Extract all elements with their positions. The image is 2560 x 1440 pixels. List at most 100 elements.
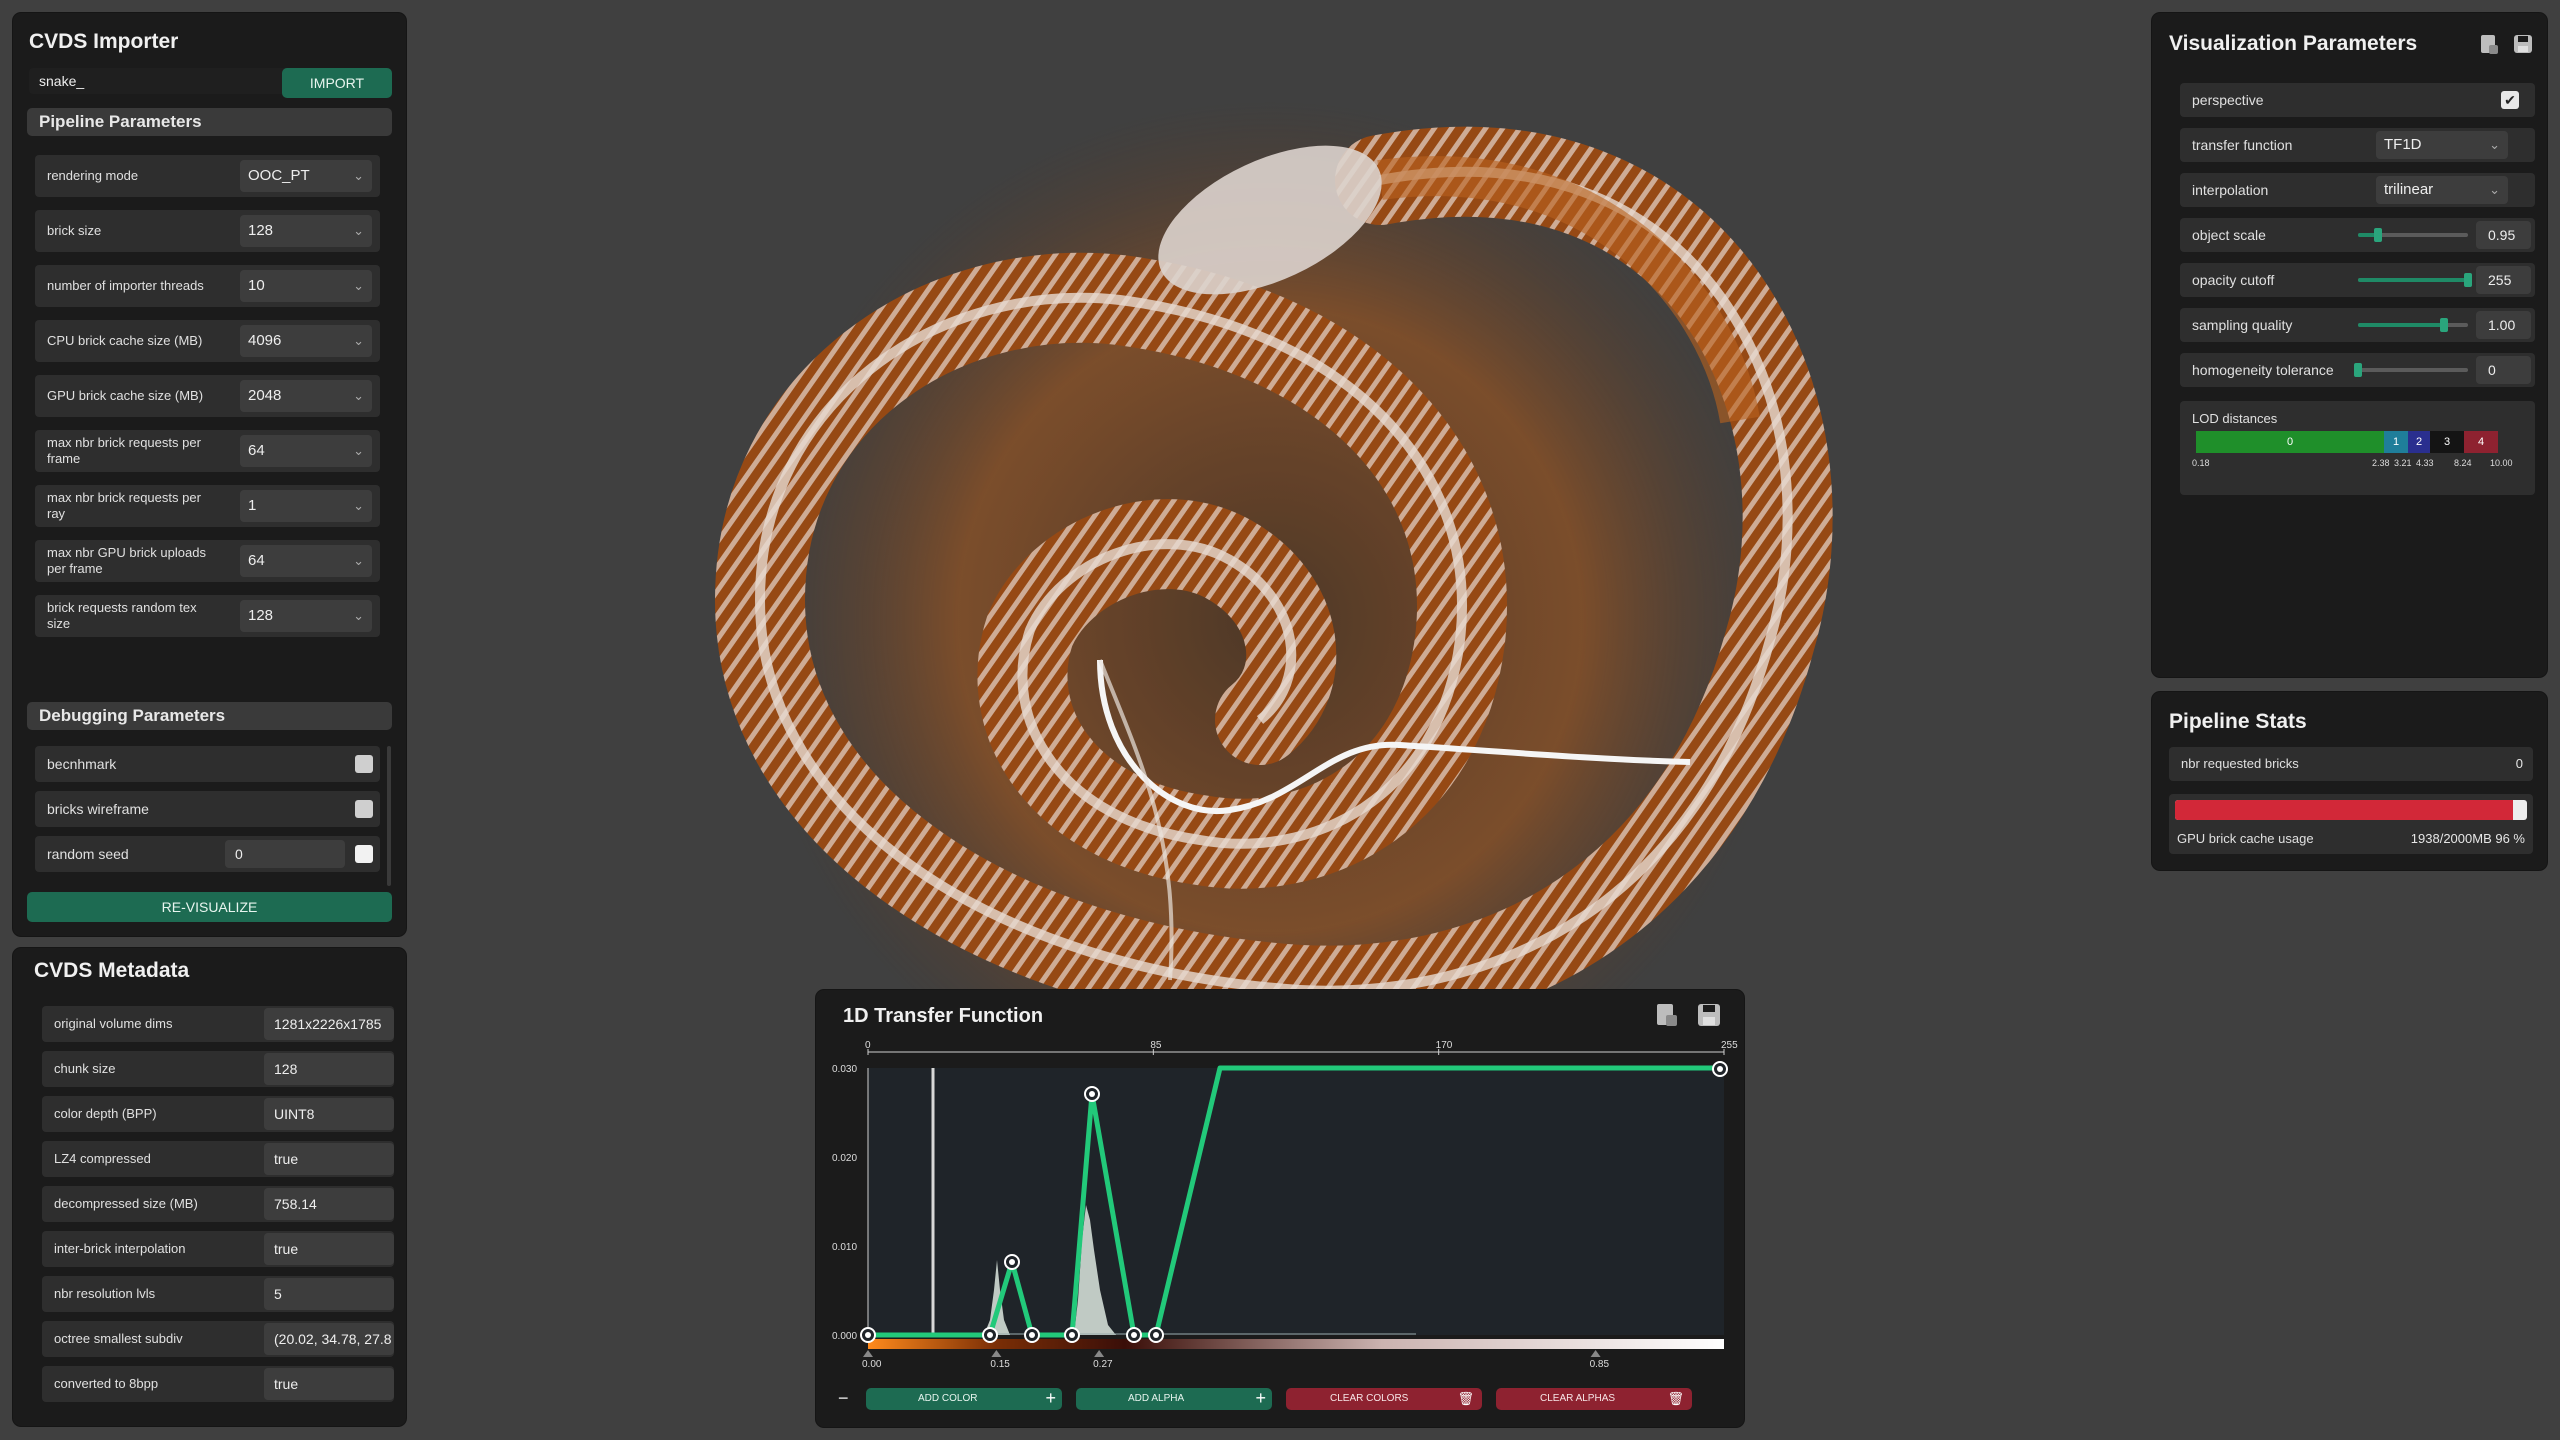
- load-tf-icon[interactable]: [1654, 1002, 1680, 1028]
- pipeline-param-select[interactable]: 10 ⌄: [240, 270, 372, 302]
- chevron-down-icon: ⌄: [353, 388, 364, 403]
- pipeline-param-value: 64: [248, 552, 265, 569]
- pipeline-param-select[interactable]: 2048 ⌄: [240, 380, 372, 412]
- slider-fill: [2358, 233, 2378, 237]
- interpolation-row: interpolation trilinear ⌄: [2180, 173, 2535, 207]
- random-seed-label: random seed: [47, 846, 129, 862]
- control-point-center: [1029, 1332, 1035, 1338]
- benchmark-checkbox[interactable]: [355, 755, 373, 773]
- metadata-row: color depth (BPP) UINT8: [42, 1096, 394, 1132]
- save-tf-icon[interactable]: [1696, 1002, 1722, 1028]
- requested-bricks-label: nbr requested bricks: [2181, 756, 2299, 771]
- pipeline-param-select[interactable]: 4096 ⌄: [240, 325, 372, 357]
- bricks-wireframe-label: bricks wireframe: [47, 801, 149, 817]
- slider-track[interactable]: [2358, 228, 2468, 242]
- lod-level-0[interactable]: 0: [2196, 431, 2384, 453]
- gpu-cache-bar-track: [2175, 800, 2527, 820]
- chevron-down-icon: ⌄: [353, 498, 364, 513]
- slider-handle[interactable]: [2354, 363, 2362, 377]
- pipeline-param-row: CPU brick cache size (MB) 4096 ⌄: [35, 320, 380, 362]
- slider-label: object scale: [2192, 227, 2266, 243]
- slider-value-input[interactable]: 255: [2476, 266, 2531, 294]
- pipeline-param-select[interactable]: 64 ⌄: [240, 435, 372, 467]
- y-tick-label: 0.010: [832, 1242, 857, 1253]
- metadata-list: original volume dims 1281x2226x1785 chunk …: [42, 1006, 394, 1416]
- trash-icon: 🗑: [1457, 1391, 1474, 1406]
- slider-label: opacity cutoff: [2192, 272, 2275, 288]
- lod-bar[interactable]: 0 1 2 3 4: [2196, 431, 2518, 453]
- slider-track[interactable]: [2358, 273, 2472, 287]
- add-color-button[interactable]: ADD COLOR +: [866, 1388, 1062, 1410]
- color-gradient-bar: [868, 1339, 1724, 1349]
- debug-scrollbar[interactable]: [387, 746, 391, 886]
- random-seed-checkbox[interactable]: [355, 845, 373, 863]
- debug-section-header[interactable]: Debugging Parameters: [27, 702, 392, 730]
- file-name-input[interactable]: snake_: [29, 68, 291, 94]
- pipeline-param-row: max nbr brick requests per ray 1 ⌄: [35, 485, 380, 527]
- metadata-value: (20.02, 34.78, 27.8: [264, 1323, 394, 1355]
- slider-value-input[interactable]: 0.95: [2476, 221, 2531, 249]
- transfer-function-select[interactable]: TF1D ⌄: [2376, 131, 2508, 159]
- slider-handle[interactable]: [2439, 318, 2448, 332]
- metadata-label: converted to 8bpp: [54, 1376, 159, 1391]
- pipeline-param-label: CPU brick cache size (MB): [47, 333, 203, 348]
- slider-track[interactable]: [2358, 318, 2468, 332]
- bricks-wireframe-checkbox[interactable]: [355, 800, 373, 818]
- slider-value-input[interactable]: 1.00: [2476, 311, 2531, 339]
- top-tick-label: 170: [1436, 1040, 1453, 1051]
- clear-alphas-button[interactable]: CLEAR ALPHAS 🗑: [1496, 1388, 1692, 1410]
- metadata-label: octree smallest subdiv: [54, 1331, 183, 1346]
- pipeline-param-select[interactable]: 128 ⌄: [240, 215, 372, 247]
- lod-level-4[interactable]: 4: [2464, 431, 2498, 453]
- gpu-cache-label: GPU brick cache usage: [2177, 831, 2314, 846]
- color-stop-marker: [1094, 1350, 1105, 1357]
- revisualize-button[interactable]: RE-VISUALIZE: [27, 892, 392, 922]
- metadata-value: 128: [264, 1053, 394, 1085]
- pipeline-param-row: brick requests random tex size 128 ⌄: [35, 595, 380, 637]
- pipeline-param-label: number of importer threads: [47, 278, 204, 293]
- save-icon[interactable]: [2512, 33, 2534, 55]
- pipeline-param-row: brick size 128 ⌄: [35, 210, 380, 252]
- opacity-curve: [868, 1065, 1724, 1338]
- pipeline-param-select[interactable]: OOC_PT ⌄: [240, 160, 372, 192]
- lod-level-1[interactable]: 1: [2384, 431, 2408, 453]
- interpolation-select[interactable]: trilinear ⌄: [2376, 176, 2508, 204]
- transfer-function-plot[interactable]: 0 85 170 255 0.030 0.020 0.010 0.000 0.00 0.15 0.2…: [816, 990, 1744, 1390]
- clear-alphas-label: CLEAR ALPHAS: [1540, 1393, 1616, 1404]
- slider-handle[interactable]: [2464, 273, 2472, 287]
- lod-level-3[interactable]: 3: [2430, 431, 2464, 453]
- metadata-row: nbr resolution lvls 5: [42, 1276, 394, 1312]
- gpu-cache-value: 1938/2000MB 96 %: [2410, 831, 2525, 846]
- pipeline-param-row: max nbr GPU brick uploads per frame 64 ⌄: [35, 540, 380, 582]
- histogram: [984, 1205, 1116, 1335]
- load-file-icon[interactable]: [2478, 33, 2500, 55]
- slider-track[interactable]: [2354, 363, 2468, 377]
- perspective-checkbox[interactable]: ✔: [2501, 91, 2519, 109]
- pipeline-params-list: rendering mode OOC_PT ⌄ brick size 128 ⌄ numbe…: [35, 155, 395, 655]
- snake-skeleton-image: [714, 100, 1833, 1140]
- pipeline-param-label: max nbr brick requests per frame: [47, 435, 201, 466]
- color-stop-marker: [863, 1350, 873, 1357]
- add-alpha-button[interactable]: ADD ALPHA +: [1076, 1388, 1272, 1410]
- metadata-label: LZ4 compressed: [54, 1151, 151, 1166]
- pipeline-param-select[interactable]: 1 ⌄: [240, 490, 372, 522]
- random-seed-input[interactable]: 0: [225, 840, 345, 868]
- lod-distances-box: LOD distances 0 1 2 3 4 0.18 2.38 3.21 4…: [2180, 401, 2535, 495]
- pipeline-param-label: max nbr GPU brick uploads per frame: [47, 545, 206, 576]
- remove-icon[interactable]: −: [838, 1388, 849, 1408]
- interpolation-label: interpolation: [2192, 182, 2269, 198]
- slider-value-input[interactable]: 0: [2476, 356, 2531, 384]
- chevron-down-icon: ⌄: [2489, 182, 2500, 197]
- gpu-cache-bar-fill: [2175, 800, 2513, 820]
- import-button[interactable]: IMPORT: [282, 68, 392, 98]
- slider-handle[interactable]: [2373, 228, 2382, 242]
- metadata-value: 758.14: [264, 1188, 394, 1220]
- pipeline-section-header[interactable]: Pipeline Parameters: [27, 108, 392, 136]
- clear-colors-button[interactable]: CLEAR COLORS 🗑: [1286, 1388, 1482, 1410]
- transfer-function-panel: 1D Transfer Function 0 85 170 255 0.030 0.020…: [816, 990, 1744, 1427]
- pipeline-param-select[interactable]: 128 ⌄: [240, 600, 372, 632]
- pipeline-param-select[interactable]: 64 ⌄: [240, 545, 372, 577]
- lod-level-2[interactable]: 2: [2408, 431, 2430, 453]
- transfer-function-row: transfer function TF1D ⌄: [2180, 128, 2535, 162]
